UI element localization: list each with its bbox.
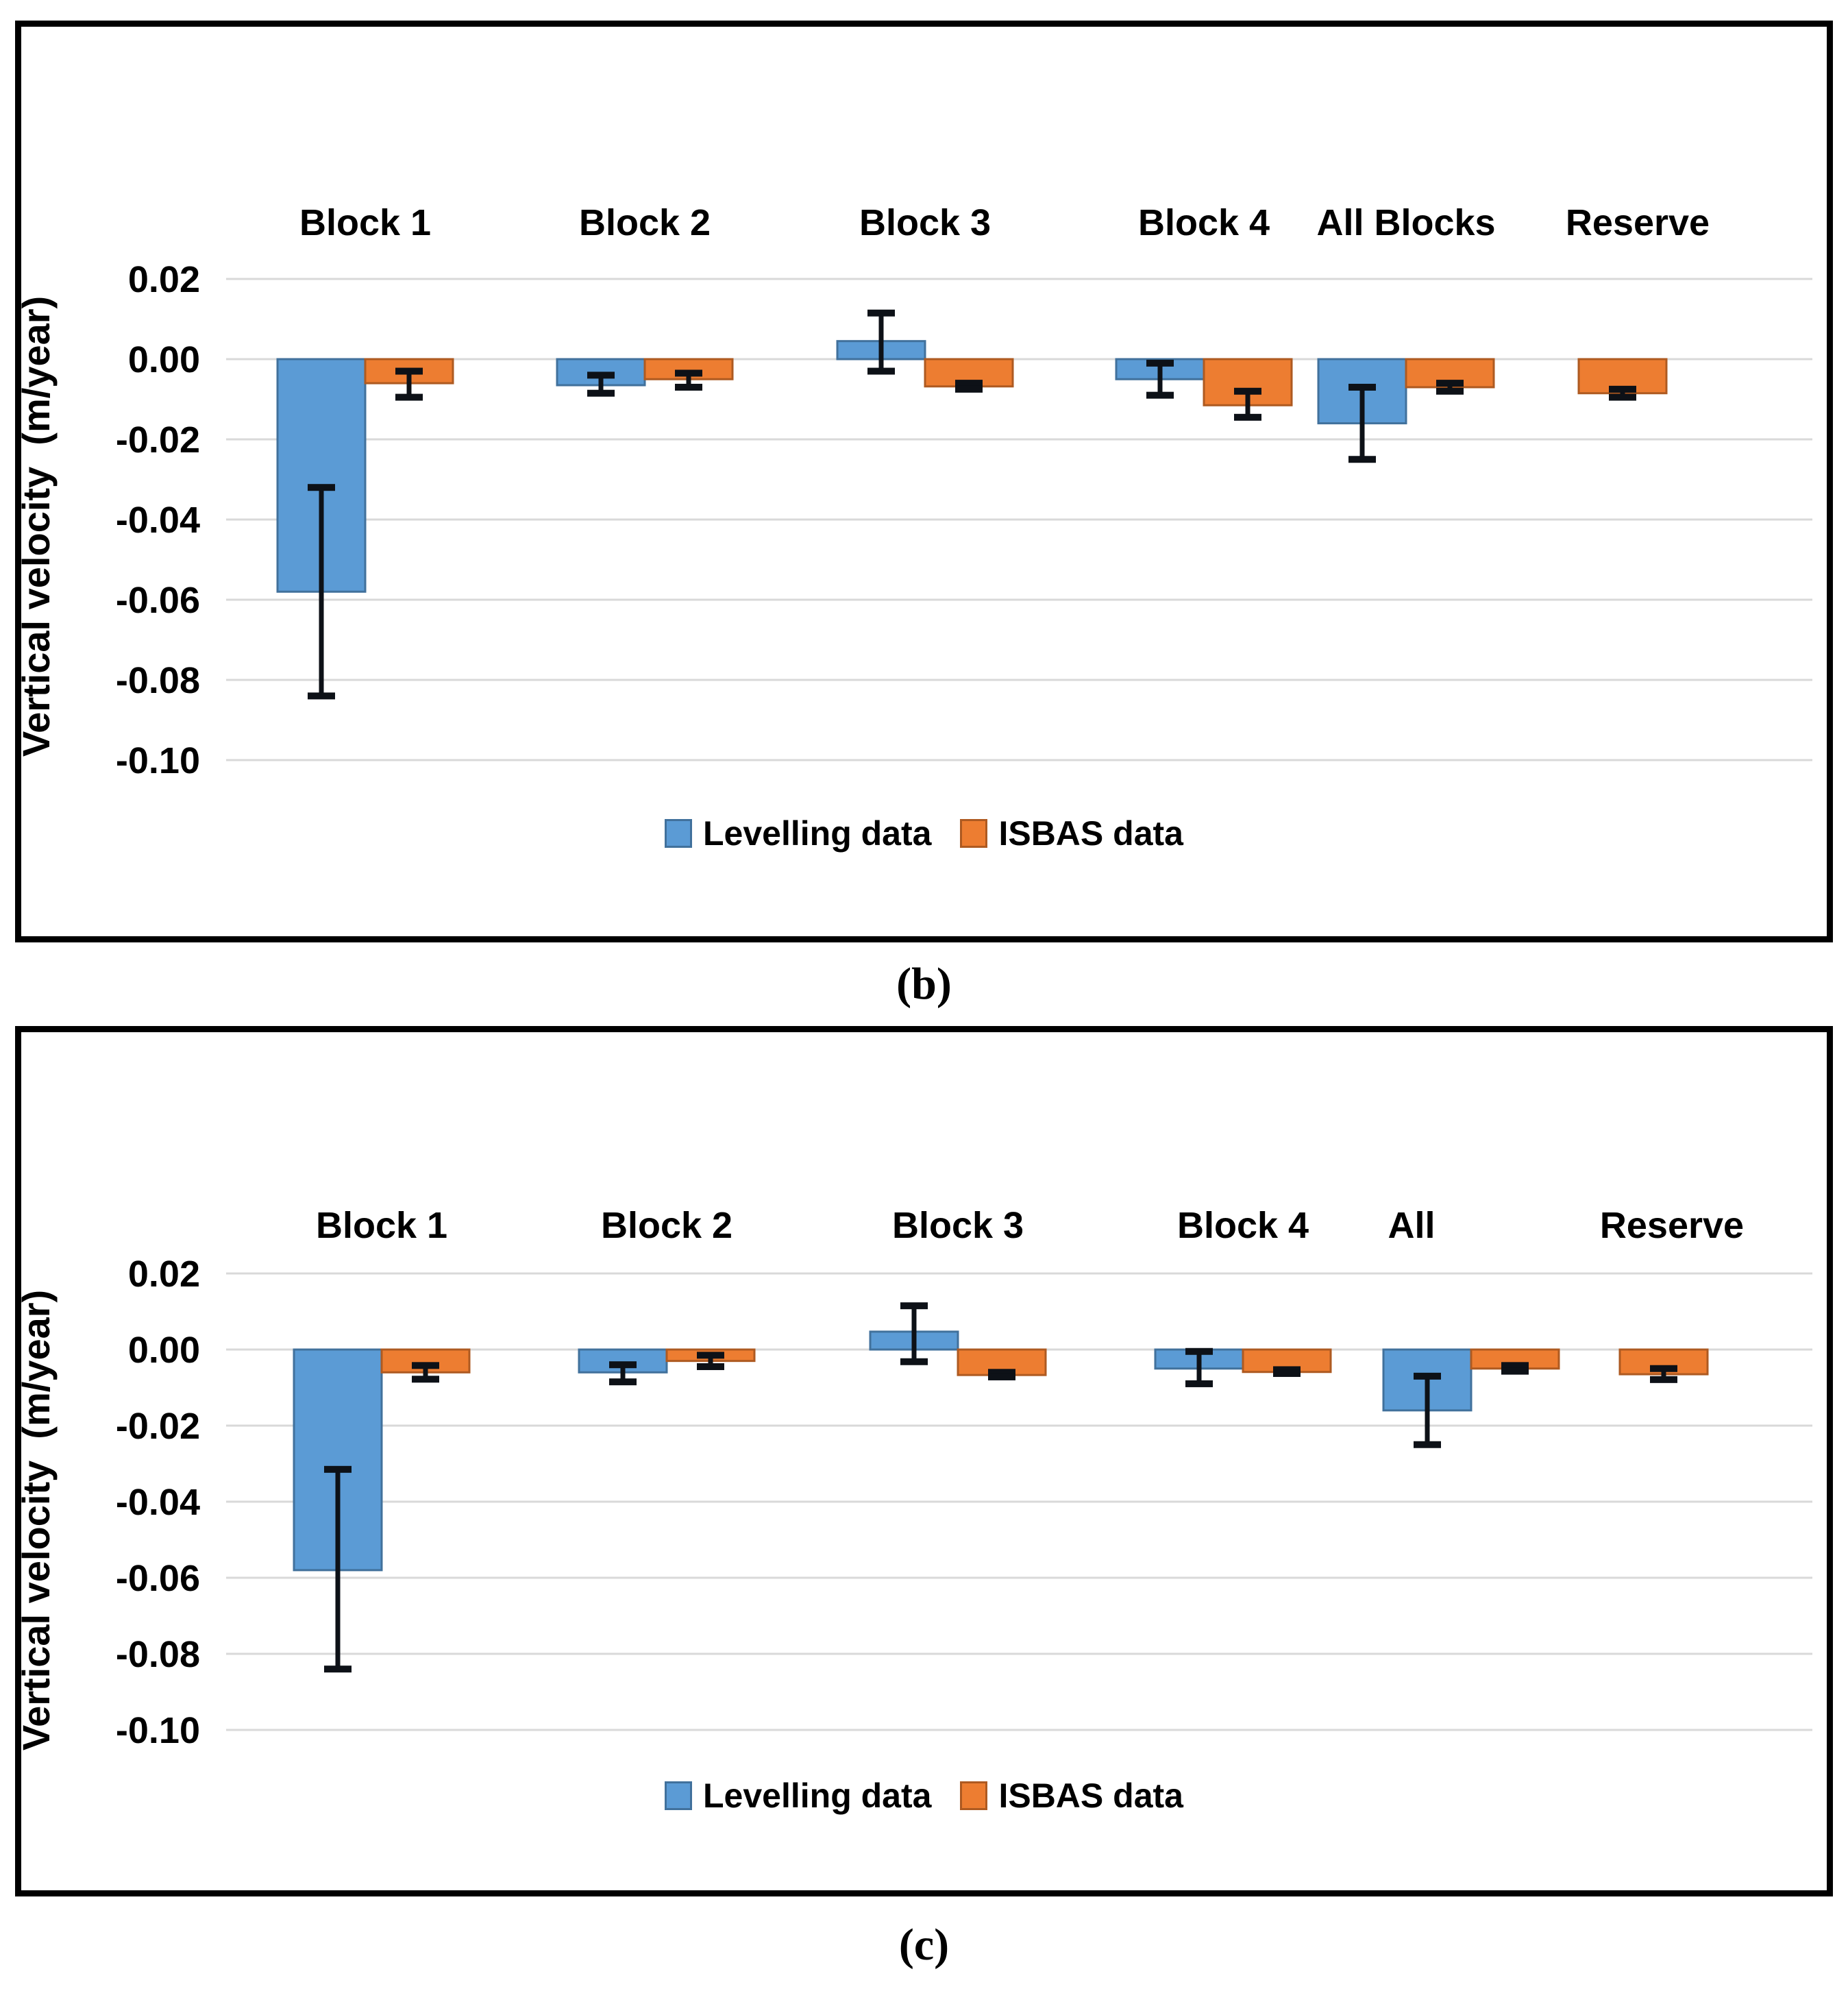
error-bar-cap <box>587 371 615 379</box>
error-bar-cap <box>1414 1372 1441 1380</box>
legend-item-levelling: Levelling data <box>665 816 931 851</box>
error-bar-cap <box>308 484 335 491</box>
y-tick-label: -0.08 <box>116 1634 200 1675</box>
error-bar-cap <box>988 1373 1015 1380</box>
category-label: Block 1 <box>299 202 431 243</box>
error-bar-cap <box>1436 380 1464 387</box>
panel-b-caption: (b) <box>896 959 952 1009</box>
error-bar-cap <box>1609 385 1636 393</box>
legend-item-isbas: ISBAS data <box>960 816 1183 851</box>
y-tick-label: 0.00 <box>128 339 200 380</box>
y-tick-label: -0.08 <box>116 660 200 701</box>
error-bar-cap <box>1185 1347 1213 1355</box>
error-bar-cap <box>1501 1362 1529 1369</box>
legend-label-levelling: Levelling data <box>703 1777 932 1815</box>
error-bar-cap <box>1234 387 1261 395</box>
error-bar-cap <box>395 367 423 375</box>
error-bar-cap <box>395 393 423 401</box>
error-bar-cap <box>1650 1365 1677 1372</box>
error-bar-cap <box>587 389 615 397</box>
error-bar-cap <box>308 692 335 700</box>
y-tick-label: 0.02 <box>128 1254 200 1295</box>
error-bar-cap <box>1273 1369 1301 1377</box>
error-bar-cap <box>867 367 895 375</box>
category-label: Block 2 <box>601 1205 732 1246</box>
error-bar-cap <box>412 1376 439 1383</box>
error-bar-cap <box>609 1361 637 1369</box>
error-bar-cap <box>697 1363 724 1370</box>
error-bar-cap <box>1501 1367 1529 1375</box>
category-label: Block 4 <box>1138 202 1270 243</box>
y-tick-label: -0.02 <box>116 419 200 461</box>
error-bar-cap <box>609 1378 637 1386</box>
error-bar-cap <box>1414 1441 1441 1448</box>
category-label: Reserve <box>1600 1205 1744 1246</box>
error-bar-cap <box>1146 359 1174 367</box>
category-label: Reserve <box>1566 202 1710 243</box>
y-tick-label: -0.04 <box>116 1482 200 1523</box>
error-bar-cap <box>324 1465 352 1473</box>
isbas-swatch-icon <box>960 1781 988 1810</box>
legend-item-isbas: ISBAS data <box>960 1779 1183 1813</box>
error-bar-cap <box>1436 387 1464 395</box>
error-bar-cap <box>955 385 983 393</box>
y-tick-label: -0.10 <box>116 1710 200 1751</box>
panel-c-caption: (c) <box>898 1920 950 1970</box>
y-tick-label: -0.04 <box>116 500 200 541</box>
y-tick-label: 0.02 <box>128 259 200 300</box>
levelling-swatch-icon <box>665 1781 693 1810</box>
error-bar-cap <box>1650 1376 1677 1383</box>
y-tick-label: -0.06 <box>116 580 200 621</box>
error-bar-cap <box>900 1358 928 1365</box>
error-bar-cap <box>1185 1380 1213 1387</box>
error-bar-cap <box>412 1362 439 1369</box>
error-bar-cap <box>675 383 702 391</box>
category-label: Block 2 <box>579 202 711 243</box>
y-axis-title: Vertical velocity (m/year) <box>14 296 58 757</box>
legend-label-isbas: ISBAS data <box>998 1777 1183 1815</box>
error-bar-cap <box>867 309 895 317</box>
y-tick-label: -0.06 <box>116 1558 200 1599</box>
bar-isbas <box>1203 358 1293 406</box>
y-tick-label: -0.02 <box>116 1406 200 1447</box>
error-bar-cap <box>955 380 983 387</box>
y-tick-label: 0.00 <box>128 1330 200 1371</box>
error-bar-cap <box>1146 391 1174 399</box>
error-bar-cap <box>1348 383 1376 391</box>
category-label: Block 3 <box>892 1205 1024 1246</box>
error-bar-cap <box>1273 1366 1301 1374</box>
error-bar-cap <box>988 1369 1015 1376</box>
category-label: Block 3 <box>859 202 991 243</box>
error-bar-cap <box>1234 413 1261 421</box>
error-bar-cap <box>675 369 702 377</box>
error-bar-cap <box>697 1352 724 1359</box>
error-bar-cap <box>324 1665 352 1673</box>
legend-label-isbas: ISBAS data <box>998 814 1183 853</box>
legend-item-levelling: Levelling data <box>665 1779 931 1813</box>
legend-panel-c: Levelling data ISBAS data <box>0 1763 1848 1829</box>
legend-panel-b: Levelling data ISBAS data <box>0 801 1848 866</box>
category-label: All <box>1388 1205 1435 1246</box>
y-axis-title: Vertical velocity (m/year) <box>14 1290 58 1750</box>
category-label: Block 4 <box>1177 1205 1309 1246</box>
category-label: All Blocks <box>1316 202 1495 243</box>
y-tick-label: -0.10 <box>116 740 200 781</box>
error-bar-cap <box>1609 393 1636 401</box>
levelling-swatch-icon <box>665 819 693 848</box>
error-bar-cap <box>900 1302 928 1310</box>
category-label: Block 1 <box>316 1205 447 1246</box>
isbas-swatch-icon <box>960 819 988 848</box>
error-bar-cap <box>1348 456 1376 463</box>
legend-label-levelling: Levelling data <box>703 814 932 853</box>
